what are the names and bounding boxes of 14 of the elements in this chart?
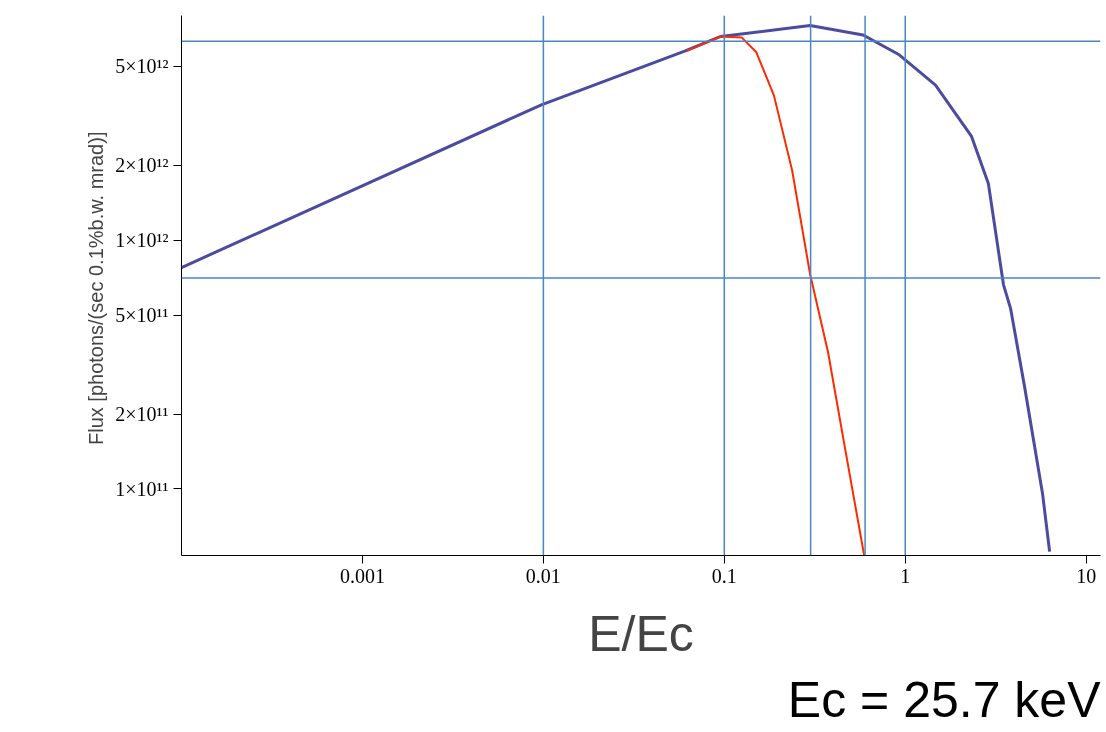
y-tick-label: 1×10¹² xyxy=(115,229,169,252)
y-tick-label: 2×10¹² xyxy=(115,154,169,177)
x-tick-label: 10 xyxy=(1076,564,1097,587)
y-tick-label: 5×10¹¹ xyxy=(115,304,169,327)
y-tick-label: 2×10¹¹ xyxy=(115,403,169,426)
x-tick-label: 0.01 xyxy=(525,564,561,587)
y-tick-label: 5×10¹² xyxy=(115,55,169,78)
x-tick-label: 1 xyxy=(900,564,911,587)
x-axis-title: E/Ec xyxy=(588,605,694,662)
x-tick-label: 0.001 xyxy=(339,564,385,587)
x-tick-label: 0.1 xyxy=(711,564,737,587)
y-axis-title: Flux [photons/(sec 0.1%b.w. mrad)] xyxy=(85,131,108,446)
y-tick-label: 1×10¹¹ xyxy=(115,477,169,500)
text: Ec = 25.7 keV xyxy=(787,671,1102,728)
